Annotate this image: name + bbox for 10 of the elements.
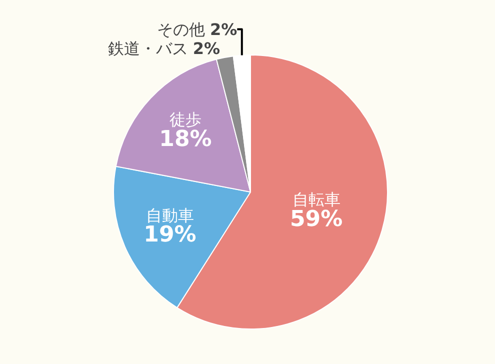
data-label: 2% [210, 20, 238, 39]
slice-label: 自転車 [292, 190, 340, 210]
slice-label: 自動車 [146, 206, 194, 225]
slice-label: その他 [156, 20, 205, 39]
slice-label: 鉄道・バス [108, 38, 188, 58]
slice-label: 徒歩 [169, 110, 202, 130]
data-label: 19% [144, 222, 196, 248]
data-label: 18% [159, 126, 212, 152]
data-label: 59% [290, 207, 343, 232]
data-label: 2% [192, 38, 220, 58]
